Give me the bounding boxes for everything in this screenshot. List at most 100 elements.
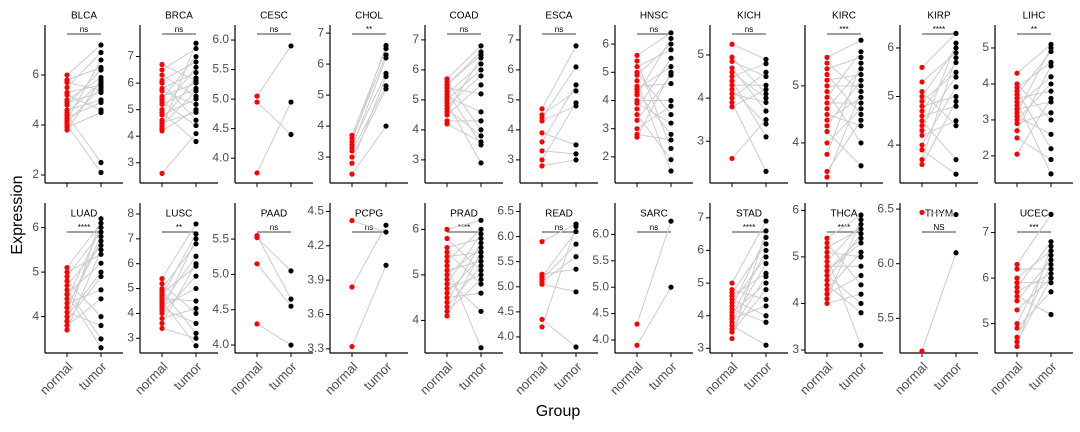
- pair-line: [636, 133, 672, 141]
- point: [159, 128, 165, 134]
- x-tick-label: tumor: [455, 358, 490, 393]
- point: [634, 117, 640, 123]
- x-tick-label: normal: [892, 359, 931, 398]
- pair-line: [66, 240, 102, 308]
- pair-line: [1016, 101, 1052, 175]
- pair-line: [921, 86, 957, 146]
- y-tick-label: 6.0: [212, 32, 229, 46]
- point: [824, 66, 830, 72]
- significance-label: ***: [1029, 223, 1038, 232]
- panel-title: KICH: [737, 11, 761, 22]
- y-tick-label: 5: [507, 92, 514, 106]
- point: [193, 122, 199, 129]
- point: [858, 49, 864, 55]
- y-tick-label: 6: [887, 40, 894, 54]
- pair-line: [161, 90, 197, 126]
- point: [478, 235, 484, 242]
- point: [98, 260, 104, 266]
- point: [539, 157, 545, 163]
- pair-line: [161, 98, 197, 116]
- y-tick-label: 3: [792, 342, 799, 356]
- pair-line: [161, 263, 197, 324]
- y-tick-label: 4: [507, 122, 514, 136]
- point: [634, 342, 640, 348]
- pair-line: [541, 223, 577, 243]
- x-tick-label: tumor: [360, 358, 395, 393]
- point: [288, 268, 294, 274]
- point: [444, 313, 450, 319]
- point: [668, 120, 674, 126]
- point: [64, 287, 70, 293]
- point: [919, 118, 925, 124]
- pair-line: [1016, 76, 1052, 106]
- point: [919, 79, 925, 85]
- y-tick-label: 5.0: [592, 279, 609, 293]
- point: [98, 109, 104, 116]
- point: [668, 157, 674, 163]
- point: [763, 91, 769, 97]
- y-tick-label: 5: [412, 267, 419, 281]
- x-tick-label: tumor: [170, 358, 205, 393]
- pair-line: [446, 274, 482, 290]
- y-tick-label: 5.0: [497, 279, 514, 293]
- significance-label: ns: [555, 223, 563, 232]
- point: [634, 106, 640, 112]
- y-tick-label: 6.0: [497, 229, 514, 243]
- pair-line: [1016, 246, 1052, 347]
- point: [159, 88, 165, 94]
- pair-line: [446, 265, 482, 348]
- point: [824, 286, 830, 293]
- point: [858, 291, 864, 297]
- y-tick-label: 5.5: [877, 310, 894, 324]
- x-tick-label: tumor: [550, 358, 585, 393]
- point: [478, 240, 484, 246]
- y-tick-label: 3.3: [307, 341, 324, 355]
- point: [634, 134, 640, 140]
- pair-line: [731, 325, 767, 346]
- point: [64, 305, 70, 311]
- point: [634, 58, 640, 64]
- point: [478, 254, 484, 260]
- point: [858, 212, 864, 218]
- point: [98, 345, 104, 351]
- y-tick-label: 6: [792, 202, 799, 216]
- panel-title: READ: [545, 209, 573, 220]
- pair-line: [351, 76, 387, 164]
- point: [668, 30, 674, 36]
- point: [254, 170, 260, 176]
- panel-title: SARC: [640, 209, 668, 220]
- y-tick-label: 4: [697, 308, 704, 322]
- pair-line: [66, 227, 102, 300]
- point: [193, 298, 199, 304]
- point: [444, 295, 450, 301]
- point: [1048, 280, 1054, 286]
- point: [729, 280, 735, 286]
- y-tick-label: 3.9: [307, 272, 324, 286]
- point: [64, 269, 70, 275]
- point: [478, 43, 484, 49]
- point: [668, 41, 674, 47]
- pair-line: [826, 293, 862, 304]
- panel-title: LIHC: [1023, 11, 1046, 22]
- y-tick-label: 7: [127, 49, 134, 63]
- point: [288, 342, 294, 348]
- y-tick-label: 7: [507, 32, 514, 46]
- pair-line: [351, 88, 387, 158]
- point: [763, 303, 769, 309]
- y-tick-label: 3: [697, 341, 704, 355]
- y-tick-label: 4.2: [307, 238, 324, 252]
- point: [1048, 41, 1054, 47]
- point: [824, 296, 830, 302]
- panel-title: HNSC: [640, 11, 668, 22]
- point: [919, 64, 925, 70]
- point: [953, 157, 959, 163]
- y-tick-label: 6: [602, 36, 609, 50]
- point: [763, 280, 769, 286]
- pair-line: [1016, 90, 1052, 99]
- point: [634, 126, 640, 132]
- pair-line: [66, 276, 102, 322]
- x-tick-label: normal: [227, 359, 266, 398]
- point: [444, 112, 450, 118]
- point: [763, 260, 769, 267]
- pair-line: [161, 72, 197, 89]
